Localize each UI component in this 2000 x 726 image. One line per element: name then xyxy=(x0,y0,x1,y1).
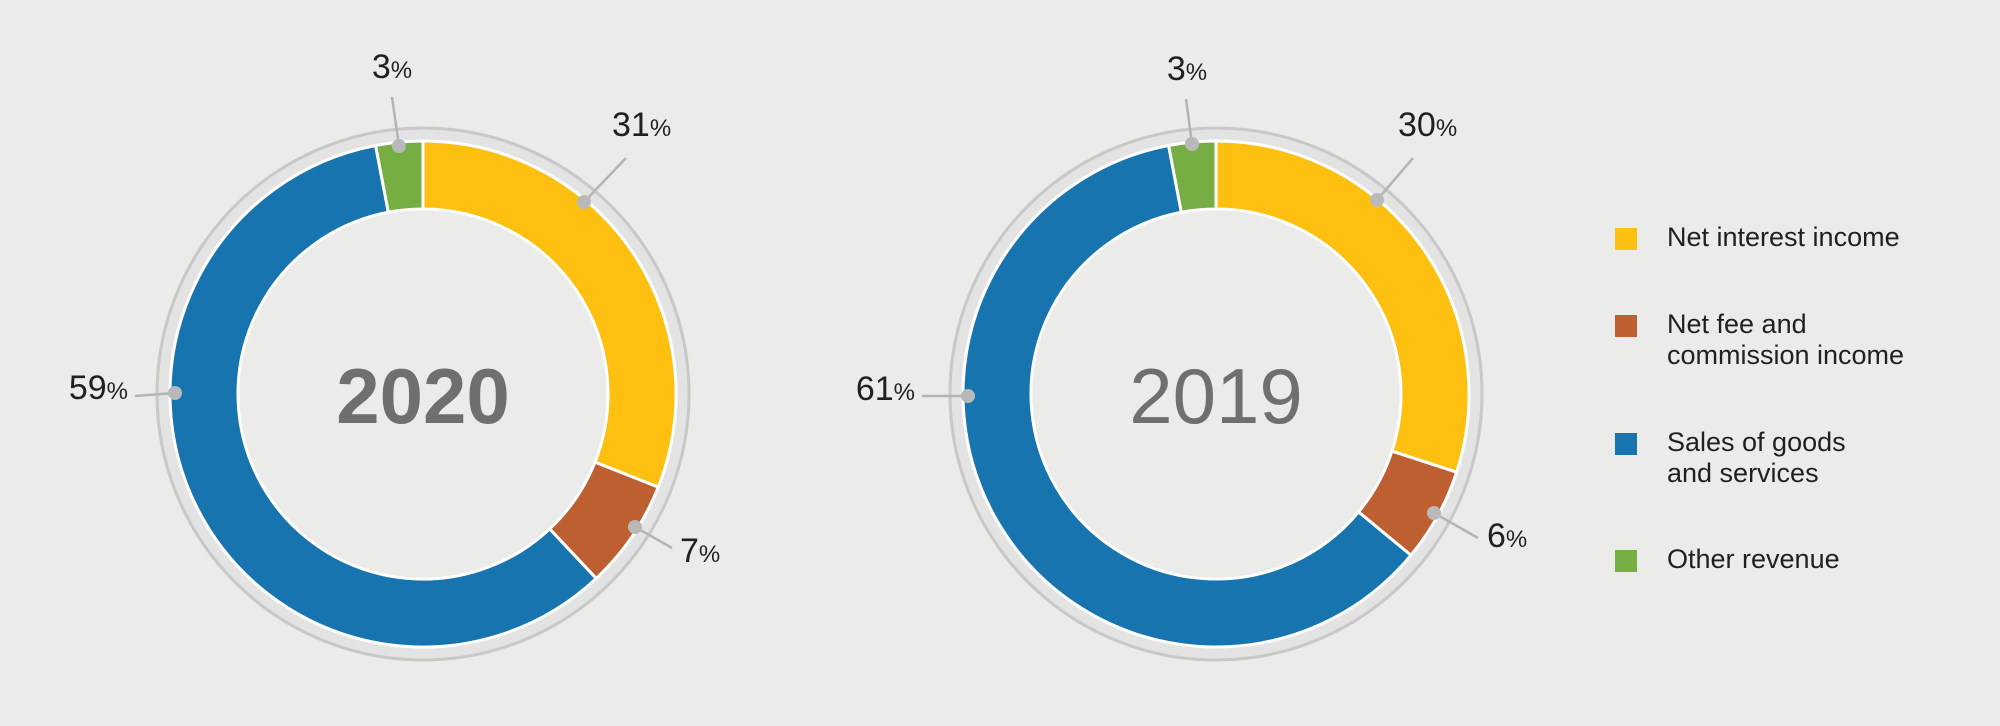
callout-dot xyxy=(1370,193,1384,207)
slice-sales-of-goods-and-services xyxy=(168,143,599,649)
callout-dot xyxy=(1185,137,1199,151)
callout-dot xyxy=(577,195,591,209)
legend-swatch xyxy=(1615,228,1637,250)
legend-swatch xyxy=(1615,315,1637,337)
slice-sales-of-goods-and-services xyxy=(961,143,1414,649)
data-label-other-revenue: 3% xyxy=(1167,50,1207,88)
slice-net-interest-income xyxy=(1214,139,1471,475)
donut-chart-2019: 2019 30% 6% 61% 3% xyxy=(856,50,1527,662)
legend-label-line1: Sales of goods xyxy=(1667,427,1846,457)
legend-label: Net fee and commission income xyxy=(1667,309,1904,371)
legend-label-line2: commission income xyxy=(1667,340,1905,370)
slice-other-revenue xyxy=(373,139,425,215)
legend-label-line1: Net interest income xyxy=(1667,222,1900,252)
data-label-net-fee-and-commission-income: 6% xyxy=(1487,517,1527,555)
callout-line xyxy=(583,157,627,203)
slice-net-interest-income xyxy=(421,139,678,490)
data-label-sales-of-goods-and-services: 61% xyxy=(856,370,915,408)
donut-hole xyxy=(1032,210,1400,578)
callout-dot xyxy=(392,139,406,153)
callout-line xyxy=(1433,511,1479,540)
callout-line xyxy=(390,96,401,147)
center-year-label: 2020 xyxy=(336,352,510,440)
callout-line xyxy=(1376,157,1414,201)
legend-label-line1: Other revenue xyxy=(1667,544,1840,574)
callout-dot xyxy=(1427,506,1441,520)
callout-line xyxy=(634,525,673,550)
center-year-label: 2019 xyxy=(1129,352,1303,440)
data-label-net-interest-income: 31% xyxy=(612,106,671,144)
legend-swatch xyxy=(1615,433,1637,455)
callout-dot xyxy=(961,389,975,403)
data-label-sales-of-goods-and-services: 59% xyxy=(69,369,128,407)
data-label-net-interest-income: 30% xyxy=(1398,106,1457,144)
legend-swatch xyxy=(1615,550,1637,572)
callout-dot xyxy=(168,386,182,400)
donut-chart-2020: 2020 31% 7% 59% 3% xyxy=(69,48,720,662)
legend-label-line2: and services xyxy=(1667,458,1819,488)
callout-line xyxy=(1184,98,1194,145)
callout-dot xyxy=(628,520,642,534)
data-label-other-revenue: 3% xyxy=(372,48,412,86)
legend-label: Net interest income xyxy=(1667,222,1900,253)
donut-hole xyxy=(239,210,607,578)
slice-other-revenue xyxy=(1166,139,1218,215)
legend-label-line1: Net fee and xyxy=(1667,309,1807,339)
data-label-net-fee-and-commission-income: 7% xyxy=(680,532,720,570)
legend-label: Other revenue xyxy=(1667,544,1840,575)
legend-label: Sales of goods and services xyxy=(1667,427,1846,489)
